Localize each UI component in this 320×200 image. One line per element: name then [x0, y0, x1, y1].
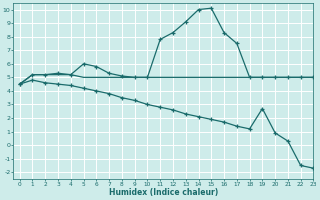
- X-axis label: Humidex (Indice chaleur): Humidex (Indice chaleur): [109, 188, 218, 197]
